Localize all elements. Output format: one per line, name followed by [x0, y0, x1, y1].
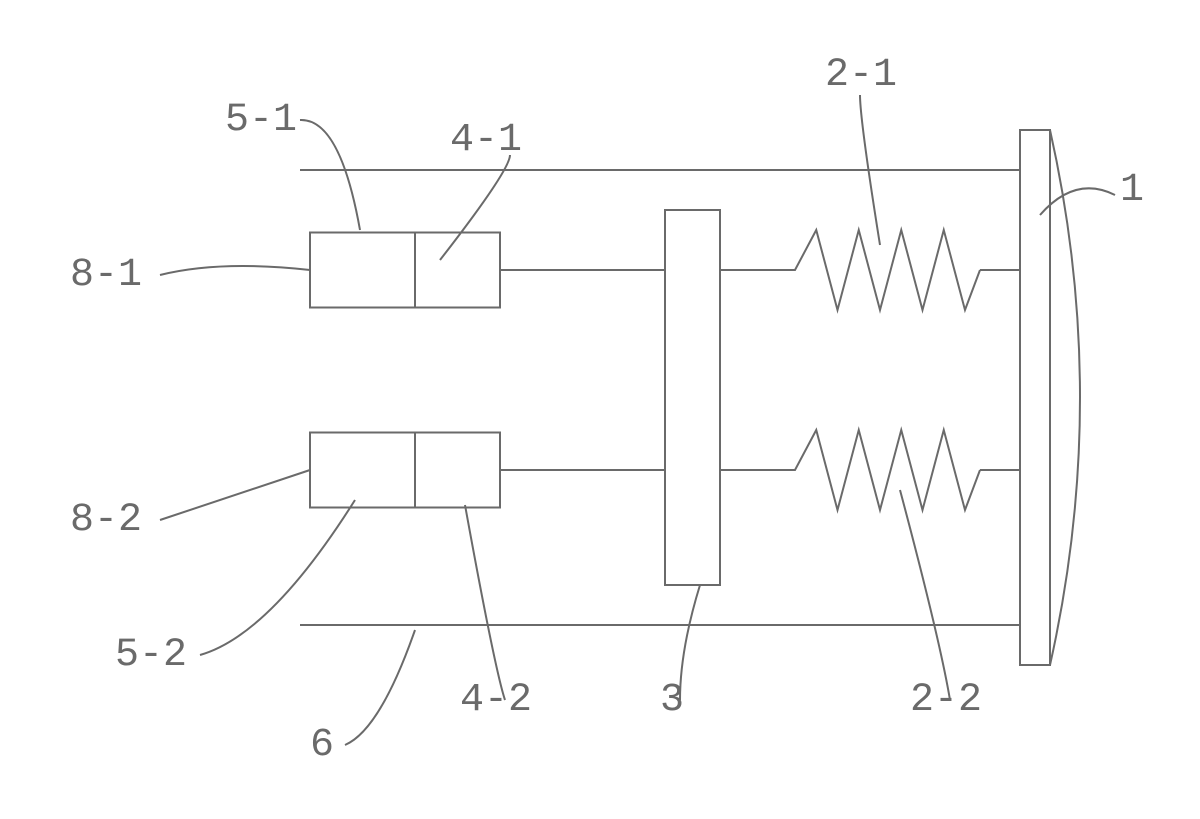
label-l21: 2-1 [825, 53, 897, 98]
label-l81: 8-1 [70, 253, 142, 298]
label-l41: 4-1 [450, 118, 522, 163]
label-l82: 8-2 [70, 498, 142, 543]
label-l1: 1 [1120, 168, 1144, 213]
label-l42: 4-2 [460, 678, 532, 723]
schematic-diagram: 5-1 4-1 2-1 1 8-1 8-2 5-2 6 4-2 3 2-2 [0, 0, 1200, 819]
label-l6: 6 [310, 723, 334, 768]
label-l52: 5-2 [115, 633, 187, 678]
label-l22: 2-2 [910, 678, 982, 723]
label-l51: 5-1 [225, 98, 297, 143]
label-l3: 3 [660, 678, 684, 723]
